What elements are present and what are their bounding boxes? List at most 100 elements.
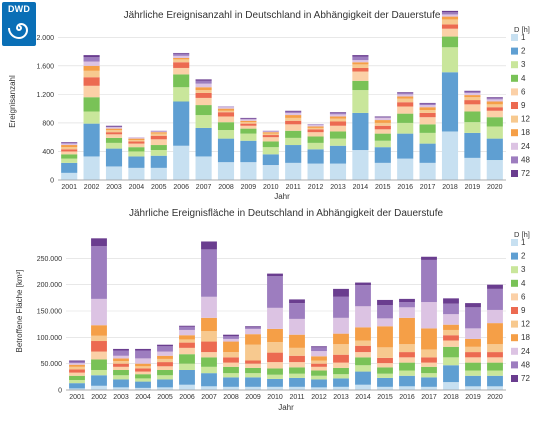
bar-segment-2019-d4 bbox=[464, 111, 481, 123]
bar-segment-2016-d4 bbox=[399, 362, 415, 371]
bar-segment-2003-d3 bbox=[105, 142, 123, 149]
x-tick-label: 2014 bbox=[353, 184, 369, 191]
bar-segment-2009-d3 bbox=[245, 373, 261, 378]
bar-segment-2011-d18 bbox=[285, 115, 302, 118]
bar-segment-2001-d9 bbox=[69, 369, 85, 373]
legend-swatch-d12 bbox=[511, 115, 518, 123]
bar-segment-2009-d4 bbox=[245, 367, 261, 374]
bar-segment-2012-d9 bbox=[311, 363, 327, 367]
bar-segment-2013-d24 bbox=[333, 317, 349, 334]
bar-segment-2020-d48 bbox=[486, 97, 503, 100]
bar-segment-2019-d48 bbox=[464, 91, 481, 93]
bar-segment-2009-d24 bbox=[245, 328, 261, 335]
bar-segment-2014-d4 bbox=[355, 357, 371, 366]
bar-segment-2013-d24 bbox=[329, 114, 347, 117]
bar-segment-2013-d6 bbox=[333, 362, 349, 368]
bar-segment-2004-d12 bbox=[135, 366, 151, 369]
bar-segment-2011-d4 bbox=[285, 130, 302, 138]
bar-segment-2007-d72 bbox=[201, 241, 217, 250]
legend-swatch-d48 bbox=[511, 361, 518, 369]
bar-segment-2013-d6 bbox=[329, 125, 347, 132]
x-tick-label: 2002 bbox=[84, 184, 100, 191]
bar-segment-2017-d18 bbox=[419, 107, 436, 111]
x-tick-label: 2007 bbox=[201, 394, 217, 401]
bar-segment-2013-d18 bbox=[329, 116, 347, 119]
bar-segment-2012-d24 bbox=[307, 125, 324, 127]
y-tick-label: 150.000 bbox=[37, 309, 62, 316]
bar-segment-2006-d48 bbox=[179, 326, 195, 330]
bar-segment-2019-d12 bbox=[464, 97, 481, 101]
bar-segment-2011-d4 bbox=[289, 367, 305, 374]
bar-segment-2001-d72 bbox=[61, 142, 78, 143]
x-tick-label: 2010 bbox=[263, 184, 279, 191]
bar-segment-2016-d9 bbox=[397, 102, 414, 107]
bar-segment-2019-d9 bbox=[465, 352, 481, 358]
legend-swatch-d2 bbox=[511, 47, 518, 55]
bar-segment-2017-d24 bbox=[419, 105, 436, 108]
bar-segment-2004-d9 bbox=[135, 368, 151, 372]
bar-segment-2015-d1 bbox=[374, 162, 391, 180]
bar-segment-2014-d24 bbox=[355, 306, 371, 328]
bar-segment-2013-d18 bbox=[333, 333, 349, 345]
bar-segment-2008-d12 bbox=[217, 110, 235, 113]
bar-segment-2020-d4 bbox=[486, 117, 503, 127]
bar-segment-2004-d4 bbox=[128, 147, 145, 152]
bar-segment-2010-d24 bbox=[267, 307, 283, 329]
bar-segment-2011-d48 bbox=[289, 303, 305, 319]
bar-segment-2003-d4 bbox=[105, 137, 123, 143]
legend-label-d4: 4 bbox=[521, 74, 526, 83]
bar-segment-2005-d2 bbox=[150, 155, 167, 168]
bar-segment-2007-d3 bbox=[201, 366, 217, 374]
bar-segment-2020-d18 bbox=[486, 101, 503, 105]
bar-segment-2015-d18 bbox=[374, 120, 391, 123]
bar-segment-2011-d6 bbox=[289, 362, 305, 368]
legend-swatch-d6 bbox=[511, 293, 518, 301]
x-tick-label: 2017 bbox=[420, 184, 436, 191]
bar-segment-2005-d4 bbox=[150, 145, 167, 151]
bar-segment-2007-d1 bbox=[195, 156, 212, 180]
legend-label-d6: 6 bbox=[521, 292, 526, 301]
bar-segment-2011-d48 bbox=[285, 111, 302, 113]
bar-segment-2019-d24 bbox=[464, 92, 481, 96]
bar-segment-2003-d18 bbox=[113, 358, 129, 362]
bar-segment-2007-d24 bbox=[195, 83, 212, 88]
bar-segment-2003-d12 bbox=[113, 361, 129, 364]
bar-segment-2007-d6 bbox=[195, 97, 212, 106]
bar-segment-2014-d9 bbox=[352, 67, 369, 72]
bar-segment-2018-d1 bbox=[441, 131, 459, 180]
x-tick-label: 2020 bbox=[487, 184, 503, 191]
bar-segment-2015-d18 bbox=[377, 326, 393, 348]
bar-segment-2008-d4 bbox=[223, 366, 239, 374]
bar-segment-2005-d48 bbox=[157, 346, 173, 352]
bar-segment-2003-d1 bbox=[105, 166, 123, 180]
bar-segment-2009-d24 bbox=[240, 119, 257, 121]
bar-segment-2014-d3 bbox=[352, 90, 369, 113]
bar-segment-2001-d1 bbox=[69, 388, 85, 390]
bar-segment-2014-d4 bbox=[352, 80, 369, 91]
bar-segment-2006-d2 bbox=[179, 369, 195, 385]
bar-segment-2002-d6 bbox=[83, 85, 100, 98]
bar-segment-2005-d1 bbox=[157, 387, 173, 390]
legend-label-d4: 4 bbox=[521, 279, 526, 288]
bar-segment-2005-d3 bbox=[157, 375, 173, 380]
bar-segment-2016-d2 bbox=[397, 133, 414, 159]
bar-segment-2004-d48 bbox=[135, 350, 151, 359]
bar-segment-2015-d6 bbox=[374, 129, 391, 134]
bar-segment-2020-d4 bbox=[487, 362, 503, 371]
bar-segment-2010-d12 bbox=[267, 342, 283, 353]
bar-segment-2012-d18 bbox=[311, 356, 327, 361]
bar-segment-2018-d9 bbox=[443, 335, 459, 341]
bar-segment-2001-d18 bbox=[69, 364, 85, 367]
y-tick-label: 100.000 bbox=[37, 335, 62, 342]
bar-segment-2004-d3 bbox=[128, 151, 145, 157]
x-tick-label: 2010 bbox=[267, 394, 283, 401]
legend-swatch-d18 bbox=[511, 334, 518, 342]
bar-segment-2005-d2 bbox=[157, 379, 173, 388]
bar-segment-2008-d9 bbox=[223, 357, 239, 363]
bar-segment-2018-d18 bbox=[441, 16, 459, 20]
x-tick-label: 2009 bbox=[245, 394, 261, 401]
bar-segment-2016-d6 bbox=[397, 106, 414, 114]
x-tick-label: 2009 bbox=[241, 184, 257, 191]
bar-segment-2002-d6 bbox=[91, 351, 107, 360]
bar-segment-2020-d12 bbox=[487, 344, 503, 353]
